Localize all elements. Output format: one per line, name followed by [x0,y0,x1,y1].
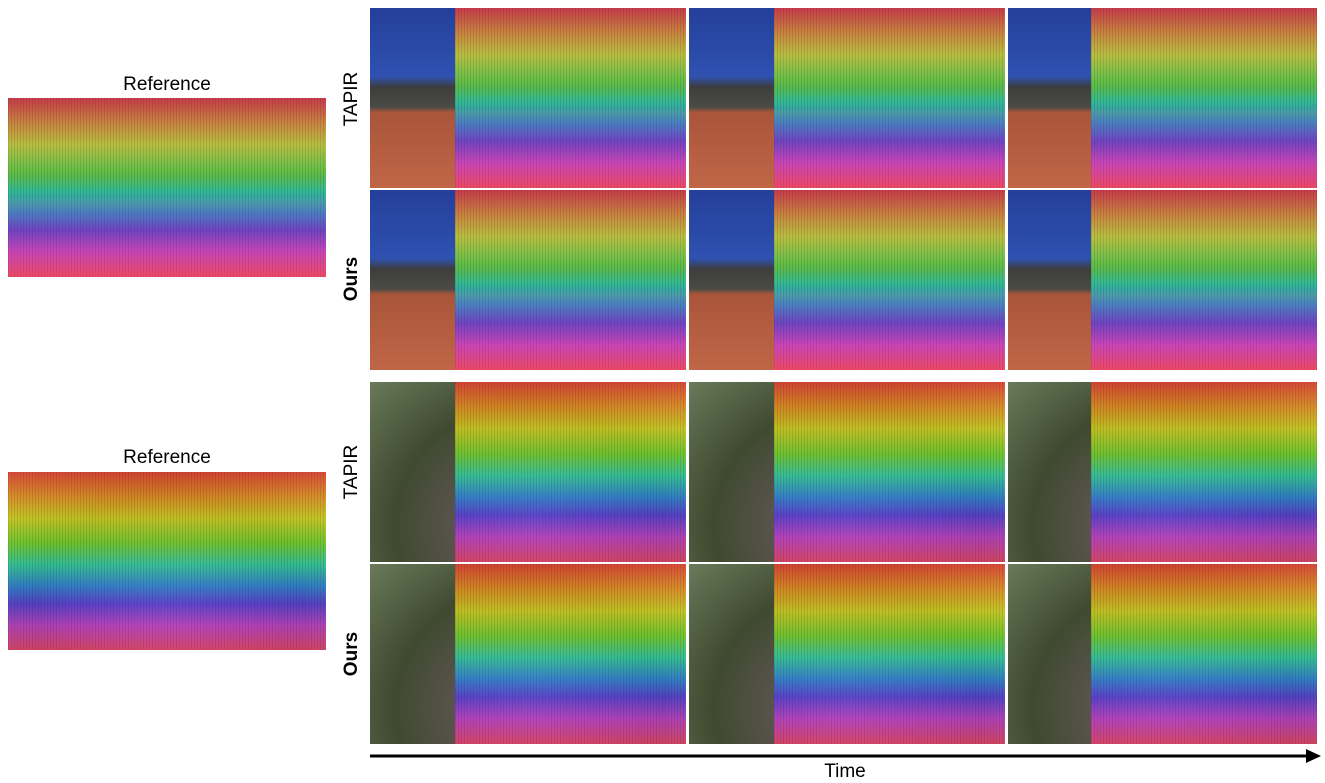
track-overlay [455,190,686,370]
track-overlay [8,472,326,650]
track-overlay [455,8,686,188]
frame-image [370,382,686,562]
frame-image [689,564,1005,744]
time-arrow [0,745,1325,769]
figure: Reference TAPIR Ours Reference TAPIR Our… [0,0,1325,782]
track-overlay [8,98,326,277]
axis-label: Time [745,761,945,783]
frame-image [370,190,686,370]
frame-image [689,190,1005,370]
frame-image [1008,382,1317,562]
frame-image [689,382,1005,562]
track-overlay [774,190,1005,370]
reference-label: Reference [8,447,326,469]
track-overlay [774,564,1005,744]
track-overlay [1091,382,1317,562]
reference-image [8,98,326,277]
frame-image [1008,564,1317,744]
reference-label: Reference [8,74,326,96]
frame-image [1008,8,1317,188]
frame-image [370,564,686,744]
track-overlay [1091,190,1317,370]
track-overlay [774,8,1005,188]
frame-image [1008,190,1317,370]
track-overlay [455,564,686,744]
row-label: Ours [341,594,363,714]
track-overlay [774,382,1005,562]
reference-image [8,472,326,650]
row-label: Ours [341,219,363,339]
track-overlay [455,382,686,562]
row-label: TAPIR [341,412,363,532]
frame-image [689,8,1005,188]
frame-image [370,8,686,188]
track-overlay [1091,8,1317,188]
arrow-head [1306,749,1321,763]
track-overlay [1091,564,1317,744]
row-label: TAPIR [341,39,363,159]
